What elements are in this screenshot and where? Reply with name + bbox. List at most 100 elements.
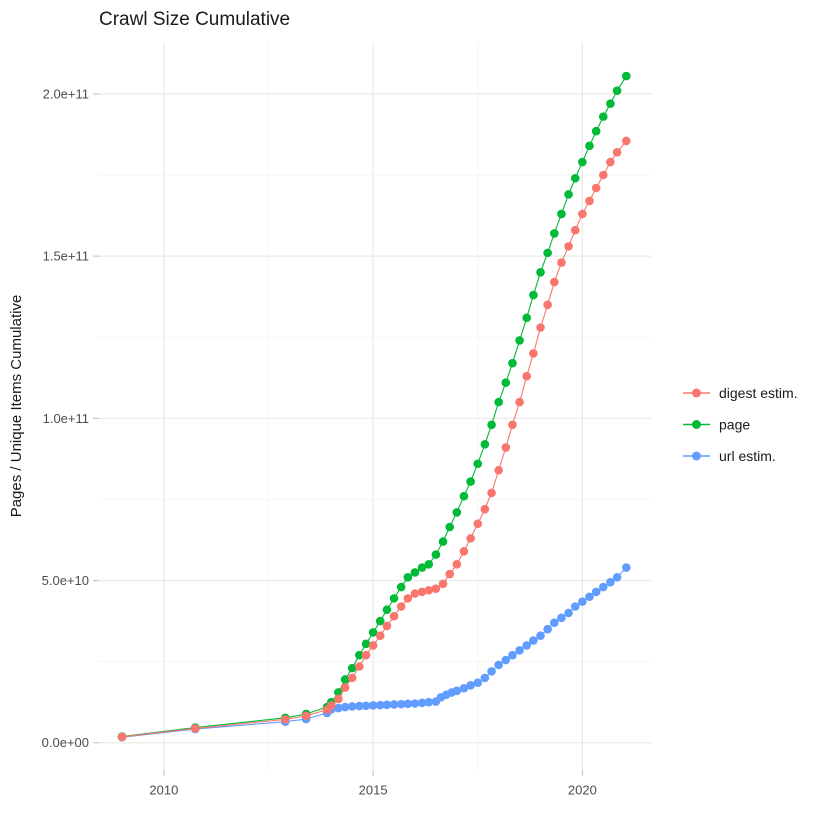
- data-point-digest: [598, 170, 608, 180]
- data-point-digest: [410, 589, 420, 598]
- data-point-page: [431, 550, 441, 559]
- data-point-digest: [382, 621, 392, 631]
- data-point-url: [424, 697, 434, 707]
- data-point-digest: [508, 420, 517, 430]
- data-point-url: [389, 700, 399, 709]
- data-point-url: [473, 678, 483, 688]
- data-point-page: [578, 157, 587, 167]
- data-point-url: [403, 699, 413, 709]
- series-page: [117, 71, 631, 741]
- data-point-page: [459, 491, 469, 501]
- data-point-digest: [301, 711, 311, 721]
- data-point-page: [396, 582, 406, 592]
- data-point-url: [487, 667, 496, 676]
- legend-item-page: page: [683, 417, 750, 433]
- data-point-digest: [564, 242, 573, 251]
- data-point-url: [522, 641, 532, 650]
- data-point-page: [480, 439, 490, 449]
- data-point-digest: [355, 662, 364, 671]
- data-point-page: [515, 336, 524, 345]
- data-point-url: [396, 699, 406, 709]
- x-tick-label: 2020: [568, 783, 597, 798]
- data-point-digest: [529, 349, 538, 358]
- data-point-digest: [536, 323, 545, 332]
- data-point-url: [529, 636, 538, 645]
- data-point-digest: [190, 724, 200, 733]
- gridlines-minor: [99, 42, 651, 770]
- data-series: [117, 71, 631, 742]
- data-point-digest: [375, 631, 385, 640]
- data-point-page: [347, 663, 357, 673]
- data-point-digest: [591, 183, 601, 193]
- axis-ticks: 2010 2015 2020 0.0e+00 5.0e+10 1.0e+11 1.5e+11…: [42, 86, 597, 797]
- data-point-page: [487, 420, 496, 430]
- data-point-url: [536, 631, 545, 640]
- data-point-digest: [494, 465, 503, 475]
- data-point-url: [347, 702, 357, 711]
- data-point-page: [591, 126, 601, 136]
- data-point-url: [606, 577, 615, 587]
- data-point-digest: [389, 611, 399, 621]
- data-point-url: [612, 572, 622, 582]
- legend-item-digest: digest estim.: [683, 385, 798, 401]
- data-point-digest: [417, 587, 427, 597]
- data-point-digest: [459, 547, 469, 556]
- data-point-url: [459, 683, 469, 693]
- data-point-page: [389, 594, 399, 603]
- data-point-page: [564, 190, 573, 199]
- data-point-digest: [424, 585, 434, 595]
- data-point-page: [375, 616, 385, 626]
- legend-key-dot-digest: [692, 388, 701, 398]
- legend-label-url: url estim.: [719, 448, 776, 464]
- data-point-page: [612, 86, 622, 95]
- chart-title: Crawl Size Cumulative: [99, 9, 290, 30]
- data-point-page: [557, 209, 566, 219]
- data-point-digest: [445, 569, 455, 579]
- data-point-page: [570, 173, 580, 183]
- data-point-page: [340, 675, 350, 684]
- data-point-page: [368, 628, 378, 637]
- legend-label-digest: digest estim.: [719, 385, 798, 401]
- data-point-url: [494, 660, 503, 670]
- data-point-digest: [396, 602, 406, 611]
- data-point-url: [557, 613, 566, 623]
- data-point-digest: [578, 209, 587, 219]
- data-point-url: [334, 703, 343, 713]
- data-point-url: [550, 618, 559, 628]
- legend-key-dot-page: [692, 420, 701, 429]
- legend: digest estim. page url estim.: [683, 385, 798, 464]
- data-point-page: [424, 560, 434, 569]
- data-point-digest: [452, 560, 462, 569]
- data-point-url: [564, 608, 573, 618]
- data-point-digest: [570, 225, 580, 235]
- data-point-page: [410, 568, 420, 577]
- legend-label-page: page: [719, 417, 750, 433]
- x-tick-label: 2010: [149, 783, 178, 798]
- data-point-digest: [403, 594, 413, 603]
- data-point-url: [480, 673, 490, 683]
- data-point-page: [536, 268, 545, 277]
- series-digest: [117, 136, 631, 742]
- data-point-url: [375, 700, 385, 710]
- data-point-digest: [466, 534, 475, 543]
- data-point-url: [578, 597, 587, 606]
- data-point-url: [452, 686, 462, 696]
- data-point-page: [606, 99, 615, 108]
- data-point-page: [452, 508, 462, 517]
- data-point-url: [570, 602, 580, 611]
- y-tick-label: 0.0e+00: [42, 735, 89, 750]
- data-point-url: [598, 582, 608, 592]
- data-point-url: [501, 655, 511, 665]
- data-point-url: [543, 624, 552, 634]
- data-point-digest: [612, 148, 622, 157]
- data-point-page: [508, 358, 517, 368]
- data-point-url: [361, 701, 371, 711]
- series-url: [117, 563, 631, 742]
- data-point-digest: [334, 694, 343, 704]
- data-point-url: [585, 592, 594, 602]
- data-point-page: [522, 313, 532, 323]
- y-tick-label: 2.0e+11: [43, 86, 89, 101]
- data-point-page: [494, 397, 503, 407]
